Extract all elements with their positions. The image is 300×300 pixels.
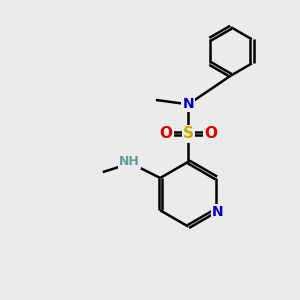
Text: S: S: [183, 126, 194, 141]
Text: O: O: [160, 126, 173, 141]
Text: O: O: [204, 126, 217, 141]
Text: N: N: [212, 205, 224, 219]
Text: NH: NH: [119, 155, 140, 168]
Text: N: N: [182, 98, 194, 111]
